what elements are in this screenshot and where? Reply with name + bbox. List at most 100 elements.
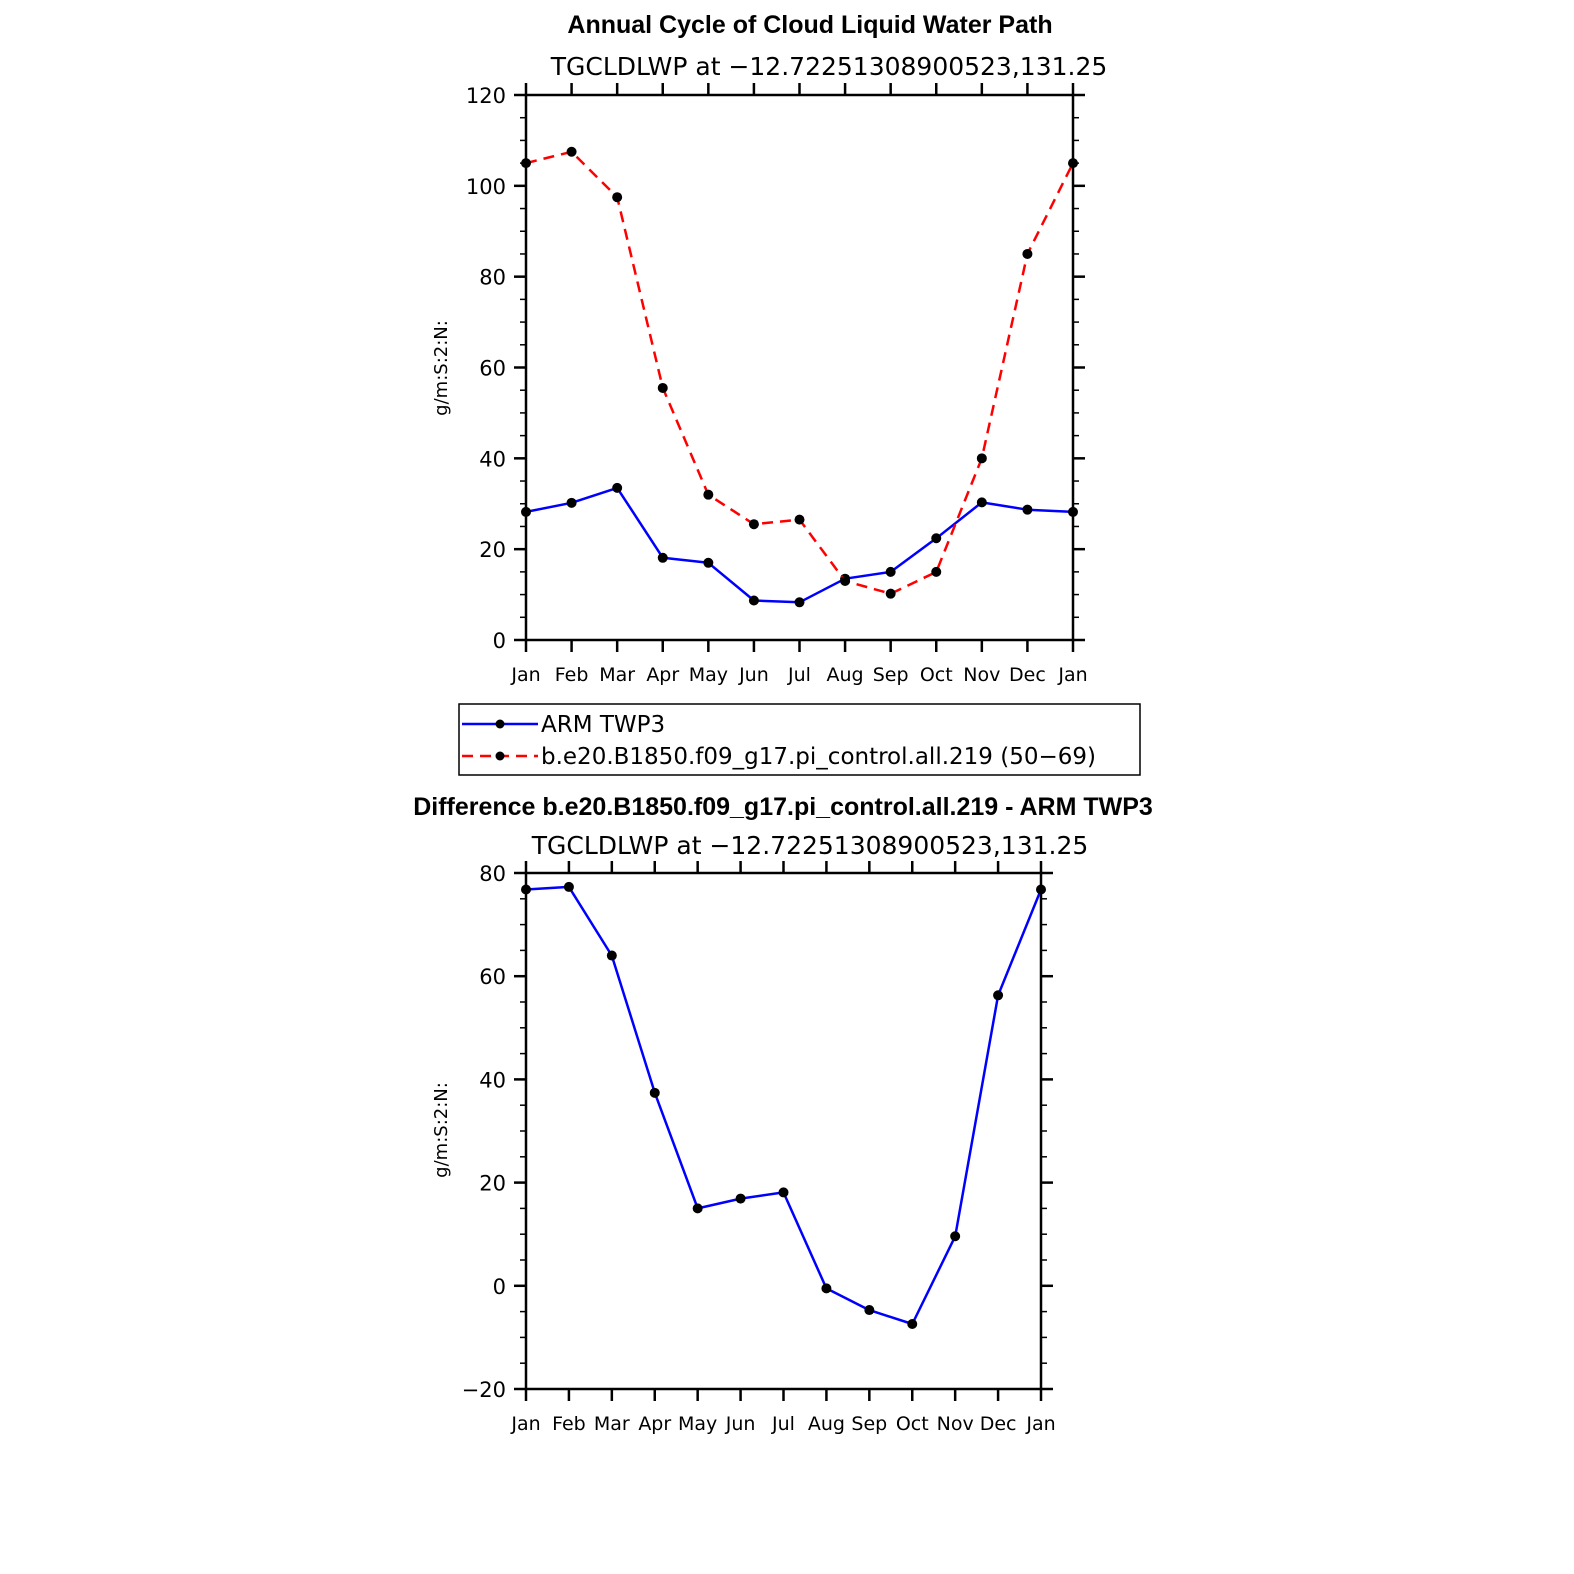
chart-subtitle: TGCLDLWP at −12.72251308900523,131.25: [550, 52, 1108, 81]
data-point: [606, 950, 617, 961]
data-point: [748, 519, 759, 530]
data-point: [703, 557, 714, 568]
y-tick-label: −20: [462, 1378, 506, 1402]
chart-title: Difference b.e20.B1850.f09_g17.pi_contro…: [413, 793, 1153, 821]
data-point: [931, 533, 942, 544]
y-tick-label: 100: [466, 175, 506, 199]
x-tick-label: Jul: [787, 664, 811, 686]
x-tick-label: Apr: [646, 664, 679, 686]
data-point: [907, 1318, 918, 1329]
x-tick-label: Jul: [771, 1413, 795, 1435]
data-point: [864, 1305, 875, 1316]
x-tick-label: Sep: [851, 1413, 887, 1435]
x-tick-label: Jan: [1025, 1413, 1055, 1435]
y-axis-label: g/m:S:2:N:: [431, 320, 452, 416]
x-tick-label: May: [678, 1413, 717, 1435]
y-tick-label: 0: [493, 1275, 506, 1299]
legend: ARM TWP3 b.e20.B1850.f09_g17.pi_control.…: [458, 703, 1141, 776]
data-point: [976, 453, 987, 464]
x-tick-label: Jan: [510, 1413, 540, 1435]
x-tick-label: Feb: [555, 664, 589, 686]
x-tick-label: Oct: [896, 1413, 929, 1435]
y-tick-label: 120: [466, 84, 506, 108]
data-point: [657, 382, 668, 393]
y-tick-label: 20: [479, 1172, 506, 1196]
data-point: [821, 1283, 832, 1294]
x-tick-label: Mar: [599, 664, 635, 686]
legend-box: [458, 703, 1141, 776]
x-tick-label: May: [689, 664, 728, 686]
y-tick-label: 60: [479, 357, 506, 381]
data-point: [794, 514, 805, 525]
legend-item-arm-twp3: ARM TWP3: [462, 712, 665, 738]
data-point: [735, 1193, 746, 1204]
y-tick-label: 40: [479, 447, 506, 471]
x-tick-label: Nov: [963, 664, 1000, 686]
y-tick-label: 40: [479, 1068, 506, 1092]
data-point: [566, 146, 577, 157]
data-point: [885, 566, 896, 577]
series-line-1: [525, 150, 1075, 595]
y-tick-label: 80: [479, 266, 506, 290]
x-tick-label: Mar: [594, 1413, 630, 1435]
data-point: [563, 881, 574, 892]
y-tick-label: 0: [493, 629, 506, 653]
legend-item-model: b.e20.B1850.f09_g17.pi_control.all.219 (…: [462, 744, 1096, 770]
plot-frame: [524, 93, 1075, 642]
data-point: [1068, 158, 1078, 169]
data-point: [840, 575, 851, 586]
plot-area: 0 20 40 60 80 100 120 Jan Feb Mar Apr May Jun Jul Aug S…: [466, 83, 1088, 686]
legend-label: b.e20.B1850.f09_g17.pi_control.all.219 (…: [541, 744, 1096, 770]
plot-area: −20 0 20 40 60 80 Jan Feb Mar Apr May Jun Jul Aug Sep O…: [462, 861, 1056, 1435]
chart-subtitle: TGCLDLWP at −12.72251308900523,131.25: [531, 831, 1089, 860]
data-point: [657, 552, 668, 563]
x-tick-label: Dec: [1009, 664, 1046, 686]
data-point: [993, 990, 1004, 1001]
data-point: [612, 192, 623, 203]
data-point: [778, 1187, 789, 1198]
x-tick-label: Sep: [873, 664, 909, 686]
x-tick-label: Oct: [920, 664, 953, 686]
data-point: [976, 497, 987, 508]
data-point: [521, 506, 531, 517]
data-point: [692, 1203, 703, 1214]
x-tick-label: Jun: [725, 1413, 756, 1435]
data-point: [566, 497, 577, 508]
legend-label: ARM TWP3: [541, 712, 665, 738]
data-point: [521, 158, 531, 169]
x-tick-label: Nov: [937, 1413, 974, 1435]
data-point: [950, 1231, 961, 1242]
data-point: [649, 1087, 660, 1098]
data-point: [612, 482, 623, 493]
chart-annual-cycle: Annual Cycle of Cloud Liquid Water Path …: [431, 11, 1141, 776]
plot-frame: [524, 871, 1043, 1391]
data-point: [931, 566, 942, 577]
data-point: [794, 597, 805, 608]
y-tick-label: 20: [479, 538, 506, 562]
x-tick-label: Feb: [552, 1413, 586, 1435]
x-tick-label: Jun: [738, 664, 769, 686]
chart-difference: Difference b.e20.B1850.f09_g17.pi_contro…: [413, 793, 1153, 1435]
data-point: [521, 884, 531, 895]
legend-marker: [495, 719, 505, 729]
y-tick-label: 80: [479, 862, 506, 886]
data-point: [885, 588, 896, 599]
data-point: [1022, 248, 1033, 259]
x-tick-label: Jan: [510, 664, 540, 686]
data-point: [1068, 506, 1078, 517]
series-line-0: [525, 885, 1043, 1326]
legend-marker: [495, 751, 505, 761]
x-tick-label: Aug: [827, 664, 864, 686]
y-tick-label: 60: [479, 965, 506, 989]
x-tick-label: Dec: [980, 1413, 1017, 1435]
x-tick-label: Jan: [1057, 664, 1087, 686]
series-layer: [521, 146, 1078, 608]
data-point: [1036, 884, 1046, 895]
series-layer: [521, 881, 1046, 1329]
y-axis-label: g/m:S:2:N:: [431, 1082, 452, 1178]
data-point: [748, 595, 759, 606]
x-tick-label: Apr: [638, 1413, 671, 1435]
chart-title: Annual Cycle of Cloud Liquid Water Path: [567, 11, 1052, 39]
data-point: [703, 489, 714, 500]
series-line-0: [525, 486, 1074, 604]
